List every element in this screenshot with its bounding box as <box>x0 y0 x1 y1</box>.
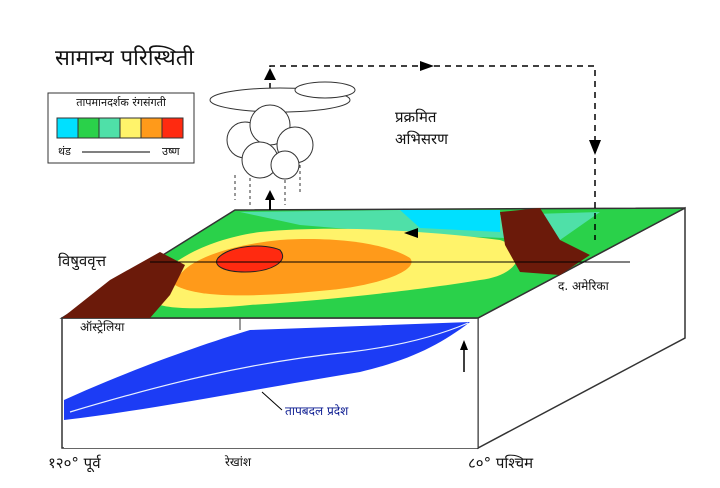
circulation-label: अभिसरण <box>395 130 449 148</box>
rain <box>234 165 301 205</box>
arrow-head <box>420 61 434 71</box>
pointer <box>261 391 283 411</box>
south-america-label: द. अमेरिका <box>558 279 610 293</box>
circulation-label: प्रक्रमित <box>395 108 437 126</box>
sst-cold <box>400 210 500 232</box>
arrow-head <box>460 340 468 350</box>
sst-hot <box>216 245 283 273</box>
arrow-head <box>264 68 276 80</box>
longitude-label: रेखांश <box>225 455 252 469</box>
australia-land <box>62 252 185 318</box>
legend-swatches <box>56 117 184 139</box>
legend-cold: थंड <box>58 145 71 158</box>
australia-label: ऑस्ट्रेलिया <box>80 320 125 334</box>
thermocline-line <box>69 322 469 413</box>
legend-hot: उष्ण <box>162 145 181 158</box>
arrow-head <box>404 228 418 238</box>
thermocline-label: तापबदल प्रदेश <box>285 404 349 418</box>
arrow-head <box>265 190 275 200</box>
america-land <box>500 208 590 275</box>
equator-label: विषुववृत्त <box>58 252 107 271</box>
cloud <box>209 81 356 180</box>
legend-title: तापमानदर्शक रंगसंगती <box>76 96 166 109</box>
longitude-east: ८०° पश्चिम <box>468 454 534 472</box>
longitude-west: १२०° पूर्व <box>48 454 102 473</box>
title: सामान्य परिस्थिती <box>55 45 194 71</box>
thermocline-layer <box>64 322 470 420</box>
arrow-head <box>589 140 601 155</box>
